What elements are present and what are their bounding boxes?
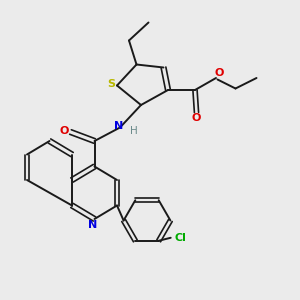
Text: O: O xyxy=(215,68,224,78)
Text: O: O xyxy=(60,125,69,136)
Text: N: N xyxy=(114,121,123,131)
Text: N: N xyxy=(88,220,98,230)
Text: O: O xyxy=(192,113,201,123)
Text: H: H xyxy=(130,125,137,136)
Text: S: S xyxy=(108,79,116,89)
Text: Cl: Cl xyxy=(175,233,187,243)
